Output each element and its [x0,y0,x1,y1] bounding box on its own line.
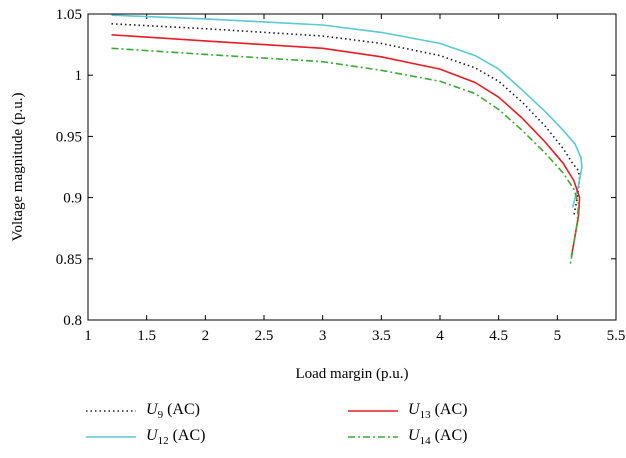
series-line-13 [111,34,581,257]
legend-item-13: U13 (AC) [346,400,467,422]
x-tick-label: 1 [84,328,92,344]
x-tick-label: 2.5 [255,328,274,344]
series-lines [111,14,583,266]
chart-legend: U9 (AC) U12 (AC) U13 (AC) U14 (AC) [0,396,626,458]
x-tick-label: 5 [554,328,562,344]
x-tick-label: 4.5 [489,328,508,344]
axis-ticks [87,13,617,321]
x-tick-label: 4 [436,328,444,344]
voltage-load-chart: 1 1.5 2 2.5 3 3.5 4 4.5 5 5.50.80.850.90.9511.05 … [10,7,626,382]
y-tick-label: 0.85 [56,252,82,268]
x-tick-label: 1.5 [137,328,156,344]
plot-frame [87,13,617,321]
legend-label-12: U12 (AC) [146,426,206,448]
x-axis-title: Load margin (p.u.) [295,366,408,382]
legend-swatch-14 [348,436,398,438]
legend-item-9: U9 (AC) [84,400,200,422]
legend-item-12: U12 (AC) [84,426,205,448]
x-tick-label: 5.5 [607,328,626,344]
series-line-12 [111,14,583,208]
legend-item-14: U14 (AC) [346,426,467,448]
legend-label-9: U9 (AC) [146,400,200,422]
x-tick-label: 3.5 [372,328,391,344]
legend-swatch-12 [86,436,136,438]
legend-swatch-9 [86,410,136,412]
legend-label-14: U14 (AC) [408,426,468,448]
y-tick-label: 0.95 [56,129,82,145]
x-tick-label: 2 [202,328,210,344]
series-line-14 [111,47,580,266]
tick-labels: 1 1.5 2 2.5 3 3.5 4 4.5 5 5.5 0.8 0.85 0.9 0.95 1 1.05 [56,7,626,344]
y-tick-label: 0.8 [63,313,82,329]
y-tick-label: 1 [75,68,83,84]
legend-swatch-13 [348,410,398,412]
x-tick-label: 3 [319,328,327,344]
y-axis-title: Voltage magnitude (p.u.) [10,93,26,242]
y-tick-label: 1.05 [56,7,82,23]
legend-label-13: U13 (AC) [408,400,468,422]
y-tick-label: 0.9 [63,191,82,207]
